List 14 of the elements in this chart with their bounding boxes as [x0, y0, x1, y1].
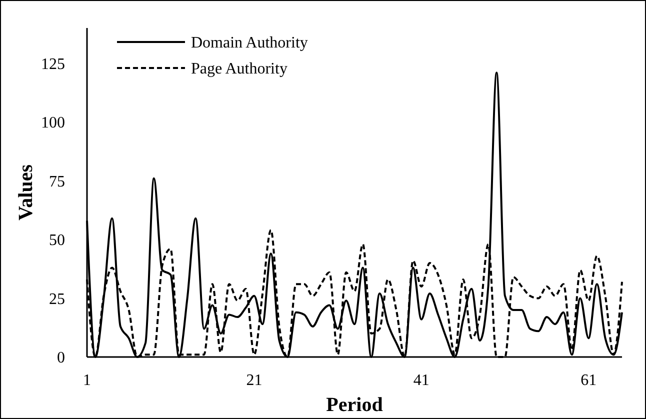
x-axis-title: Period — [326, 394, 383, 416]
y-tick-label: 75 — [49, 173, 65, 190]
y-tick-label: 50 — [49, 232, 65, 250]
x-tick-label: 61 — [580, 372, 597, 389]
y-tick-label: 125 — [41, 56, 65, 73]
legend-label: Domain Authority — [191, 34, 308, 52]
x-tick-label: 1 — [83, 372, 91, 389]
x-tick-label: 41 — [413, 372, 430, 389]
x-tick-label: 21 — [246, 372, 262, 389]
y-tick-label: 100 — [41, 114, 65, 132]
y-tick-label: 0 — [57, 350, 65, 367]
legend-label: Page Authority — [191, 60, 288, 78]
y-tick-label: 25 — [49, 290, 65, 308]
y-axis-title: Values — [15, 164, 37, 220]
